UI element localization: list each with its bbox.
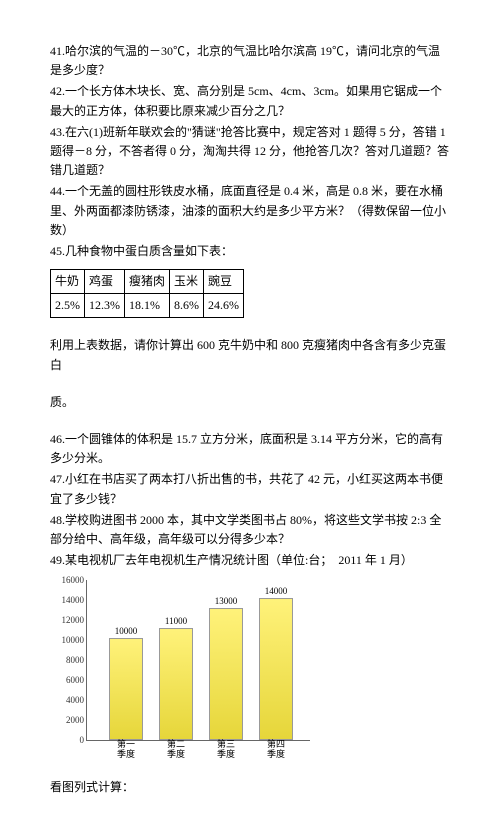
chart-bar xyxy=(109,638,143,740)
chart-bar-slot: 13000 xyxy=(206,608,246,740)
table-value-cell: 2.5% xyxy=(51,294,85,318)
chart-bar xyxy=(159,628,193,740)
table-header-cell: 鸡蛋 xyxy=(85,270,125,294)
chart-y-tick: 12000 xyxy=(62,613,85,627)
chart-bar-slot: 14000 xyxy=(256,598,296,740)
chart-x-tick: 第三季度 xyxy=(206,740,246,760)
table-header-cell: 玉米 xyxy=(170,270,204,294)
table-value-cell: 18.1% xyxy=(125,294,170,318)
table-header-cell: 豌豆 xyxy=(204,270,244,294)
chart-bar-slot: 10000 xyxy=(106,638,146,740)
question-41: 41.哈尔滨的气温的－30℃，北京的气温比哈尔滨高 19℃，请问北京的气温是多少… xyxy=(50,42,450,80)
question-45c: 质。 xyxy=(50,393,450,412)
chart-x-tick: 第四季度 xyxy=(256,740,296,760)
chart-plot-area: 10000110001300014000 xyxy=(86,580,310,741)
question-45b: 利用上表数据，请你计算出 600 克牛奶中和 800 克瘦猪肉中各含有多少克蛋白 xyxy=(50,336,450,374)
table-value-cell: 12.3% xyxy=(85,294,125,318)
table-value-cell: 24.6% xyxy=(204,294,244,318)
question-48: 48.学校购进图书 2000 本，其中文学类图书占 80%，将这些文学书按 2:… xyxy=(50,511,450,549)
chart-y-tick: 6000 xyxy=(66,673,84,687)
chart-bar-value-label: 14000 xyxy=(256,584,296,598)
chart-y-tick: 8000 xyxy=(66,653,84,667)
chart-bar-value-label: 13000 xyxy=(206,594,246,608)
question-42: 42.一个长方体木块长、宽、高分别是 5cm、4cm、3cm。如果用它锯成一个最… xyxy=(50,82,450,120)
bar-chart: 0200040006000800010000120001400016000 10… xyxy=(50,580,310,760)
question-47: 47.小红在书店买了两本打八折出售的书，共花了 42 元，小红买这两本书便宜了多… xyxy=(50,470,450,508)
table-header-cell: 瘦猪肉 xyxy=(125,270,170,294)
chart-y-tick: 14000 xyxy=(62,593,85,607)
table-value-cell: 8.6% xyxy=(170,294,204,318)
question-45: 45.几种食物中蛋白质含量如下表： xyxy=(50,242,450,261)
chart-bar-value-label: 11000 xyxy=(156,614,196,628)
chart-bar xyxy=(259,598,293,740)
table-header-cell: 牛奶 xyxy=(51,270,85,294)
question-46: 46.一个圆锥体的体积是 15.7 立方分米，底面积是 3.14 平方分米，它的… xyxy=(50,430,450,468)
chart-x-tick: 第一季度 xyxy=(106,740,146,760)
question-44: 44.一个无盖的圆柱形铁皮水桶，底面直径是 0.4 米，高是 0.8 米，要在水… xyxy=(50,182,450,240)
chart-bar-value-label: 10000 xyxy=(106,624,146,638)
question-49: 49.某电视机厂去年电视机生产情况统计图（单位:台； 2011 年 1 月） xyxy=(50,551,450,570)
chart-y-tick: 0 xyxy=(80,733,85,747)
chart-y-tick: 10000 xyxy=(62,633,85,647)
chart-y-tick: 16000 xyxy=(62,573,85,587)
chart-bar xyxy=(209,608,243,740)
chart-y-axis: 0200040006000800010000120001400016000 xyxy=(50,580,87,740)
question-43: 43.在六(1)班新年联欢会的"猜谜"抢答比赛中，规定答对 1 题得 5 分，答… xyxy=(50,123,450,181)
chart-y-tick: 4000 xyxy=(66,693,84,707)
footer-text: 看图列式计算： xyxy=(50,778,450,797)
protein-table: 牛奶 鸡蛋 瘦猪肉 玉米 豌豆 2.5% 12.3% 18.1% 8.6% 24… xyxy=(50,269,244,318)
chart-x-tick: 第二季度 xyxy=(156,740,196,760)
chart-y-tick: 2000 xyxy=(66,713,84,727)
chart-bar-slot: 11000 xyxy=(156,628,196,740)
